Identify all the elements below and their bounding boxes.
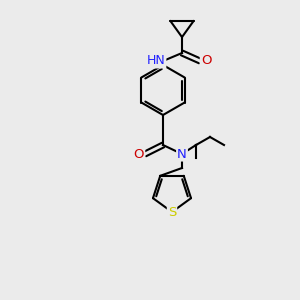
Text: S: S (168, 206, 176, 220)
Text: O: O (201, 55, 211, 68)
Text: HN: HN (147, 55, 165, 68)
Text: N: N (177, 148, 187, 160)
Text: O: O (134, 148, 144, 160)
